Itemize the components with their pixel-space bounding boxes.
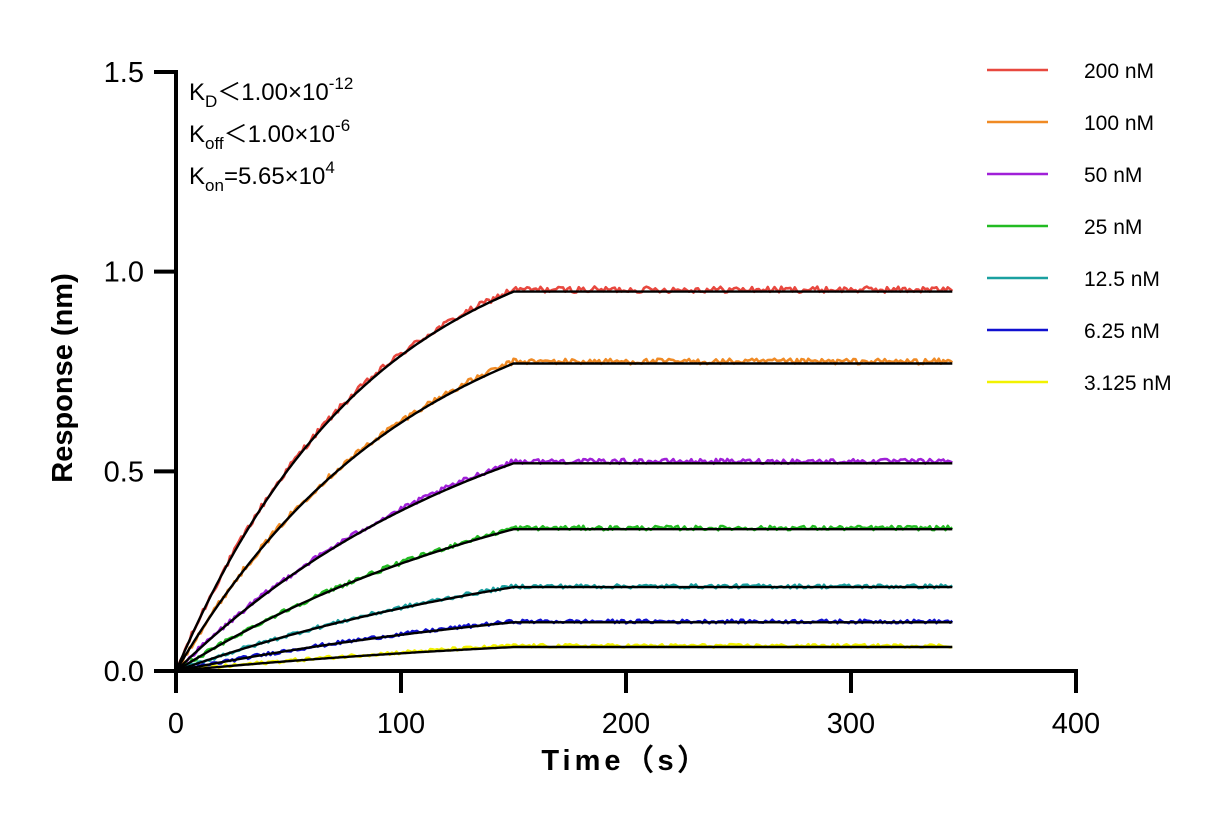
koff-annotation: Koff＜1.00×10-6: [189, 116, 350, 153]
series-line-200-nM: [175, 285, 954, 670]
fit-line-3-125-nM: [175, 645, 953, 673]
legend: 200 nM 100 nM 50 nM 25 nM 12.5 nM 6.25 nM 3.12…: [987, 60, 1172, 395]
series-line-25-nM: [175, 524, 954, 673]
legend-label: 25 nM: [1084, 216, 1142, 239]
x-tick-label: 100: [377, 708, 425, 740]
x-tick-label: 0: [168, 708, 184, 740]
x-axis-title: Time（s）: [541, 744, 710, 777]
fit-line-50-nM: [175, 462, 953, 672]
y-tick-label: 1.5: [104, 57, 144, 89]
x-tick-label: 200: [602, 708, 650, 740]
series-line-50-nM: [174, 457, 953, 672]
kinetic-annotations: KD＜1.00×10-12 Koff＜1.00×10-6 Kon=5.65×104: [189, 74, 353, 195]
series-line-3-125-nM: [175, 642, 953, 673]
fit-line-200-nM: [174, 290, 953, 672]
legend-label: 50 nM: [1084, 164, 1142, 187]
axes-layer: 0 100 200 300 400 0.0 0.5 1.0 1.5: [104, 57, 1101, 740]
fit-line-6-25-nM: [175, 621, 953, 673]
legend-label: 6.25 nM: [1084, 320, 1160, 343]
legend-label: 200 nM: [1084, 60, 1154, 83]
legend-label: 100 nM: [1084, 112, 1154, 135]
fit-line-12-5-nM: [175, 585, 953, 673]
kon-annotation: Kon=5.65×104: [189, 158, 335, 195]
y-tick-label: 1.0: [104, 257, 144, 289]
y-tick-label: 0.5: [104, 456, 144, 488]
fit-line-100-nM: [174, 362, 953, 672]
kd-annotation: KD＜1.00×10-12: [189, 74, 353, 111]
fit-line-25-nM: [175, 528, 953, 673]
x-tick-label: 400: [1052, 708, 1100, 740]
legend-label: 12.5 nM: [1084, 268, 1160, 291]
y-axis-title: Response (nm): [47, 273, 79, 482]
data-layer: [174, 285, 954, 673]
series-line-12-5-nM: [176, 583, 953, 673]
y-tick-label: 0.0: [104, 656, 144, 688]
x-tick-label: 300: [827, 708, 875, 740]
legend-label: 3.125 nM: [1084, 372, 1172, 395]
